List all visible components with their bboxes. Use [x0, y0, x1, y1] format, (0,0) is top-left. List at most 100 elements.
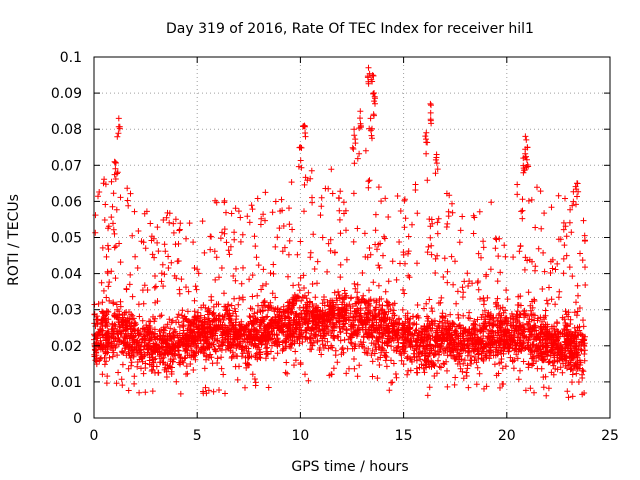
- data-point: [366, 245, 373, 251]
- data-point: [364, 74, 371, 81]
- data-point: [339, 345, 346, 351]
- data-point: [517, 323, 524, 330]
- data-point: [154, 239, 161, 246]
- data-point: [312, 294, 319, 301]
- data-point: [99, 371, 106, 378]
- data-point: [535, 334, 542, 341]
- data-point: [321, 314, 328, 321]
- data-point: [371, 90, 377, 96]
- data-point: [434, 219, 441, 226]
- data-point: [103, 294, 110, 301]
- data-point: [514, 318, 521, 325]
- data-point: [207, 321, 214, 328]
- data-point: [405, 233, 412, 240]
- data-point: [444, 268, 451, 275]
- data-point: [169, 317, 176, 324]
- data-point: [555, 192, 562, 199]
- data-point: [136, 347, 143, 354]
- data-point: [134, 265, 141, 271]
- data-point: [116, 316, 122, 323]
- data-point: [529, 258, 535, 265]
- data-point: [164, 209, 171, 216]
- data-point: [249, 293, 256, 300]
- data-point: [297, 361, 304, 368]
- data-point: [237, 238, 244, 245]
- data-point: [516, 340, 523, 347]
- data-point: [567, 334, 574, 340]
- data-point: [350, 190, 357, 197]
- data-point: [564, 365, 570, 372]
- data-point: [342, 320, 349, 327]
- data-point: [507, 332, 514, 339]
- data-point: [369, 333, 376, 340]
- data-point: [182, 354, 189, 361]
- data-point: [385, 329, 392, 336]
- data-point: [95, 300, 102, 307]
- data-point: [262, 323, 269, 330]
- data-point: [410, 313, 417, 320]
- data-point: [386, 316, 393, 323]
- data-point: [375, 184, 382, 191]
- data-point: [444, 336, 450, 343]
- data-point: [101, 361, 108, 368]
- data-point: [115, 369, 122, 376]
- data-point: [117, 259, 124, 266]
- data-point: [475, 250, 482, 257]
- y-tick-label: 0.07: [51, 158, 82, 174]
- data-point: [341, 290, 348, 297]
- data-point: [231, 337, 238, 343]
- data-point: [430, 362, 437, 368]
- data-point: [288, 341, 295, 348]
- data-point: [327, 247, 334, 254]
- data-point: [566, 339, 573, 346]
- data-point: [177, 390, 184, 397]
- data-point: [531, 389, 537, 396]
- data-point: [350, 146, 357, 152]
- data-point: [391, 300, 398, 307]
- data-point: [305, 377, 312, 384]
- data-point: [112, 160, 119, 166]
- data-point: [136, 313, 143, 320]
- data-point: [400, 325, 406, 331]
- data-point: [464, 270, 471, 277]
- data-point: [564, 388, 571, 395]
- data-point: [382, 288, 389, 295]
- data-point: [257, 221, 264, 228]
- data-point: [205, 387, 212, 394]
- data-point: [557, 364, 564, 371]
- data-point: [514, 312, 521, 319]
- data-point: [351, 126, 358, 133]
- data-point: [218, 354, 225, 361]
- data-point: [307, 175, 314, 182]
- data-point: [105, 283, 112, 290]
- data-point: [312, 321, 319, 328]
- data-point: [325, 185, 332, 192]
- data-point: [225, 247, 232, 254]
- data-point: [506, 344, 513, 351]
- data-point: [112, 243, 119, 250]
- data-point: [294, 322, 301, 329]
- data-point: [343, 370, 350, 377]
- data-point: [144, 349, 151, 356]
- data-point: [260, 307, 267, 314]
- data-point: [581, 232, 588, 239]
- data-point: [215, 342, 222, 349]
- data-point: [370, 279, 377, 286]
- data-point: [444, 220, 451, 227]
- data-point: [185, 288, 192, 295]
- data-point: [118, 330, 125, 337]
- data-point: [570, 198, 577, 205]
- data-point: [237, 342, 244, 349]
- data-point: [396, 239, 403, 245]
- data-point: [125, 387, 132, 394]
- data-point: [448, 253, 455, 260]
- data-point: [473, 381, 480, 388]
- data-point: [566, 219, 573, 226]
- data-point: [311, 326, 318, 333]
- data-point: [582, 333, 588, 340]
- data-point: [535, 354, 542, 361]
- data-point: [407, 339, 413, 346]
- data-point: [213, 254, 220, 261]
- data-point: [227, 347, 234, 354]
- data-point: [502, 253, 509, 260]
